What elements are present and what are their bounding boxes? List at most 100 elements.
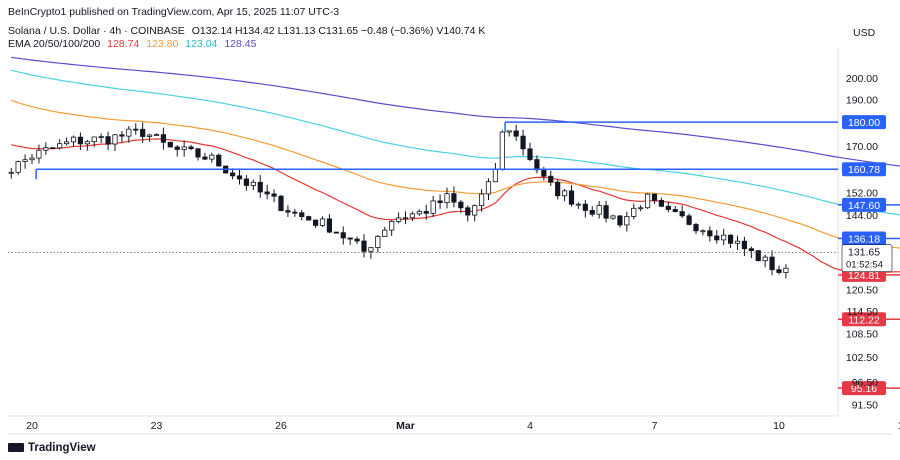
candle-down	[741, 240, 748, 250]
candle-up	[492, 168, 499, 183]
candle-up	[638, 207, 644, 210]
candle-down	[714, 235, 720, 241]
candle-down	[555, 181, 561, 197]
candle-up	[575, 203, 582, 206]
candle-down	[77, 136, 84, 145]
candle-up	[319, 218, 326, 226]
candle-down	[236, 175, 243, 180]
candle-down	[658, 200, 665, 207]
candle-down	[140, 128, 146, 137]
level-tag-112.22	[842, 312, 886, 327]
ohlc-values: O132.14 H134.42 L131.13 C131.65 −0.48 (−…	[191, 25, 486, 37]
candle-down	[534, 159, 540, 171]
x-tick-7: 7	[652, 420, 658, 432]
candle-up	[783, 267, 789, 273]
candle-down	[195, 148, 201, 158]
brand-text: TradingView	[28, 442, 96, 454]
ema200-value: 128.45	[224, 38, 257, 50]
y-axis-ticks: 200.00 190.00 170.00 152.00 144.00 120.50 114.…	[846, 73, 878, 411]
candle-up	[29, 157, 35, 161]
candle-up	[700, 230, 706, 233]
candle-up	[478, 193, 485, 207]
level-label-147.60: 147.60	[848, 200, 880, 212]
y-tick-152.00: 152.00	[846, 188, 878, 200]
candle-up	[631, 207, 637, 217]
current-price-label: 131.65	[848, 247, 880, 259]
x-axis-ticks: 202326Mar4710131619222528Apr4710131619	[26, 420, 900, 432]
y-tick-170.00: 170.00	[846, 141, 878, 153]
ema-label[interactable]: EMA 20/50/100/200	[8, 38, 101, 50]
candle-down	[465, 207, 471, 216]
ema200-line	[11, 56, 900, 167]
symbol-title[interactable]: Solana / U.S. Dollar · 4h · COINBASE	[8, 25, 185, 37]
ema50-line	[11, 99, 900, 249]
candle-down	[312, 219, 319, 226]
level-tag-160.78	[842, 162, 886, 177]
candle-up	[561, 190, 568, 197]
level-label-124.81: 124.81	[848, 270, 880, 282]
level-tag-136.18	[842, 231, 886, 246]
x-tick-4: 4	[527, 420, 533, 432]
candle-down	[776, 269, 782, 273]
y-tick-108.50: 108.50	[846, 328, 878, 340]
candle-up	[126, 128, 132, 137]
candle-down	[568, 190, 575, 205]
candle-up	[389, 220, 395, 231]
level-tag-180.00	[842, 115, 886, 130]
currency-label[interactable]: USD	[853, 27, 876, 39]
candle-up	[734, 240, 741, 244]
candle-down	[451, 193, 457, 203]
publisher-line: BeInCrypto1 published on TradingView.com…	[8, 6, 340, 18]
candle-down	[679, 211, 685, 217]
symbol-line: Solana / U.S. Dollar · 4h · COINBASE O13…	[8, 25, 489, 37]
candle-down	[229, 172, 236, 177]
candle-up	[416, 211, 422, 215]
tradingview-brand[interactable]: TradingView	[8, 442, 96, 454]
candle-down	[665, 205, 671, 210]
candle-up	[15, 161, 21, 173]
candle-up	[22, 159, 28, 162]
y-tick-91.50: 91.50	[852, 399, 878, 411]
candle-down	[285, 210, 291, 213]
candle-down	[50, 147, 56, 150]
candle-down	[299, 212, 305, 217]
candle-down	[513, 130, 519, 137]
candle-down	[202, 156, 208, 160]
x-tick-20: 20	[26, 420, 38, 432]
candle-up	[181, 146, 187, 150]
candle-down	[520, 135, 526, 150]
candle-up	[250, 181, 256, 186]
y-tick-144.00: 144.00	[846, 210, 878, 222]
x-tick-13: 13	[898, 420, 900, 432]
candle-up	[91, 136, 97, 143]
candles	[8, 122, 789, 279]
candle-up	[36, 149, 42, 159]
level-label-112.22: 112.22	[848, 314, 879, 326]
ema50-value: 123.80	[146, 38, 179, 50]
candle-down	[548, 175, 554, 183]
candle-down	[119, 134, 125, 137]
candle-up	[402, 217, 409, 220]
candle-down	[589, 210, 595, 215]
candle-down	[755, 250, 761, 262]
candle-down	[672, 209, 678, 213]
candle-up	[762, 256, 768, 262]
candle-up	[153, 134, 160, 137]
candle-up	[409, 213, 416, 219]
y-tick-114.50: 114.50	[847, 306, 878, 318]
x-tick-10: 10	[773, 420, 785, 432]
candle-up	[8, 171, 14, 174]
candle-up	[84, 141, 90, 145]
candle-down	[693, 224, 699, 232]
y-tick-200.00: 200.00	[846, 73, 878, 85]
candle-up	[444, 193, 450, 204]
candle-up	[499, 131, 505, 170]
candle-up	[209, 154, 215, 160]
candle-up	[368, 247, 374, 252]
candle-up	[430, 200, 436, 214]
candle-down	[651, 193, 658, 201]
x-tick-Mar: Mar	[396, 420, 415, 432]
